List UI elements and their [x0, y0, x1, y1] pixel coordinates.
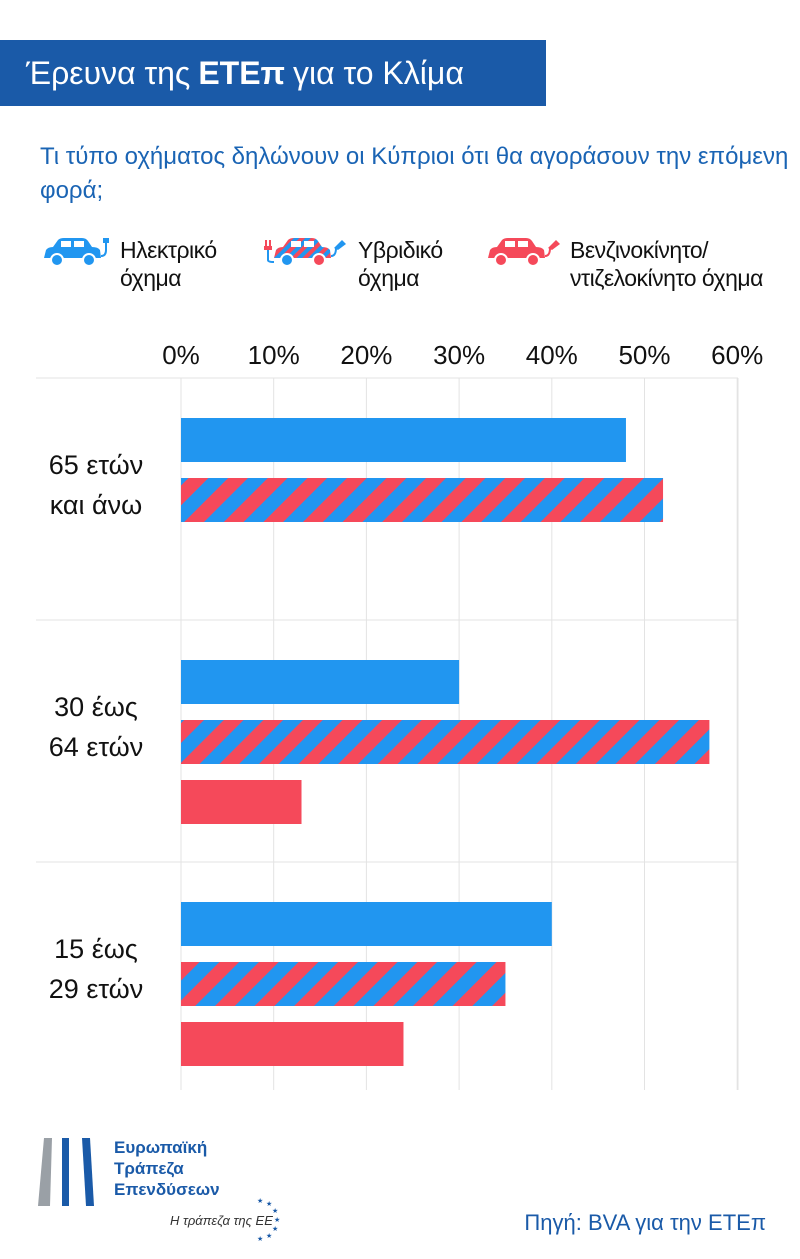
- x-tick-label: 20%: [340, 340, 392, 370]
- bar-electric: [181, 418, 626, 462]
- svg-text:★: ★: [266, 1232, 272, 1240]
- svg-text:★: ★: [266, 1200, 272, 1208]
- logo-line-2: Τράπεζα: [114, 1159, 184, 1178]
- x-tick-label: 30%: [433, 340, 485, 370]
- legend-hybrid-label-1: Υβριδικό: [358, 237, 443, 263]
- x-tick-label: 10%: [248, 340, 300, 370]
- bar-fuel: [181, 780, 302, 824]
- logo-line-1: Ευρωπαϊκή: [114, 1138, 208, 1157]
- legend-fuel-label-1: Βενζινοκίνητο/: [570, 237, 709, 263]
- eib-logo-icon: [38, 1138, 94, 1206]
- x-tick-label: 0%: [162, 340, 200, 370]
- legend-electric-label-1: Ηλεκτρικό: [120, 237, 217, 263]
- bar-fuel: [181, 1022, 404, 1066]
- category-label: 15 έως 29 ετών: [49, 934, 143, 1004]
- bar-hybrid: [181, 962, 506, 1006]
- fuel-car-icon: [488, 238, 560, 267]
- bar-chart: 0% 10% 20% 30% 40% 50% 60% 65 ετών και άνω 30 έω…: [36, 340, 763, 1090]
- x-tick-label: 60%: [711, 340, 763, 370]
- legend-hybrid-label-2: όχημα: [358, 265, 420, 291]
- electric-car-icon: [44, 238, 109, 267]
- svg-text:★: ★: [272, 1207, 278, 1215]
- category-label: 65 ετών και άνω: [49, 450, 143, 520]
- title-banner: Έρευνα της ΕΤΕπ για το Κλίμα: [0, 40, 546, 106]
- category-label: 30 έως 64 ετών: [49, 692, 143, 762]
- svg-text:★: ★: [257, 1235, 263, 1242]
- svg-text:★: ★: [257, 1197, 263, 1205]
- svg-text:★: ★: [272, 1225, 278, 1233]
- legend-hybrid: Υβριδικό όχημα: [262, 236, 443, 292]
- bar-electric: [181, 902, 552, 946]
- legend-electric-label-2: όχημα: [120, 265, 182, 291]
- survey-question: Τι τύπο οχήματος δηλώνουν οι Κύπριοι ότι…: [40, 143, 789, 204]
- x-tick-label: 40%: [526, 340, 578, 370]
- bar-hybrid: [181, 478, 664, 522]
- title-text-pre: Έρευνα της: [26, 54, 191, 91]
- x-tick-label: 50%: [618, 340, 670, 370]
- eu-stars-icon: ★ ★★ ★★★ ★: [257, 1197, 280, 1242]
- logo-line-3: Επενδύσεων: [114, 1180, 220, 1199]
- svg-text:★: ★: [274, 1216, 280, 1224]
- eib-tagline: Η τράπεζα της ΕΕ: [170, 1213, 273, 1228]
- eib-logo-text: Ευρωπαϊκή Τράπεζα Επενδύσεων: [114, 1137, 220, 1200]
- hybrid-car-icon: [264, 238, 346, 267]
- legend-fuel: Βενζινοκίνητο/ ντιζελοκίνητο όχημα: [484, 236, 763, 292]
- title-text-bold: ΕΤΕπ: [198, 54, 286, 91]
- bar-hybrid: [181, 720, 710, 764]
- legend-electric: Ηλεκτρικό όχημα: [40, 236, 217, 292]
- title-text-post: για το Κλίμα: [293, 54, 464, 91]
- bar-electric: [181, 660, 460, 704]
- source-note: Πηγή: BVA για την ΕΤΕπ: [524, 1210, 766, 1235]
- legend-fuel-label-2: ντιζελοκίνητο όχημα: [570, 265, 763, 291]
